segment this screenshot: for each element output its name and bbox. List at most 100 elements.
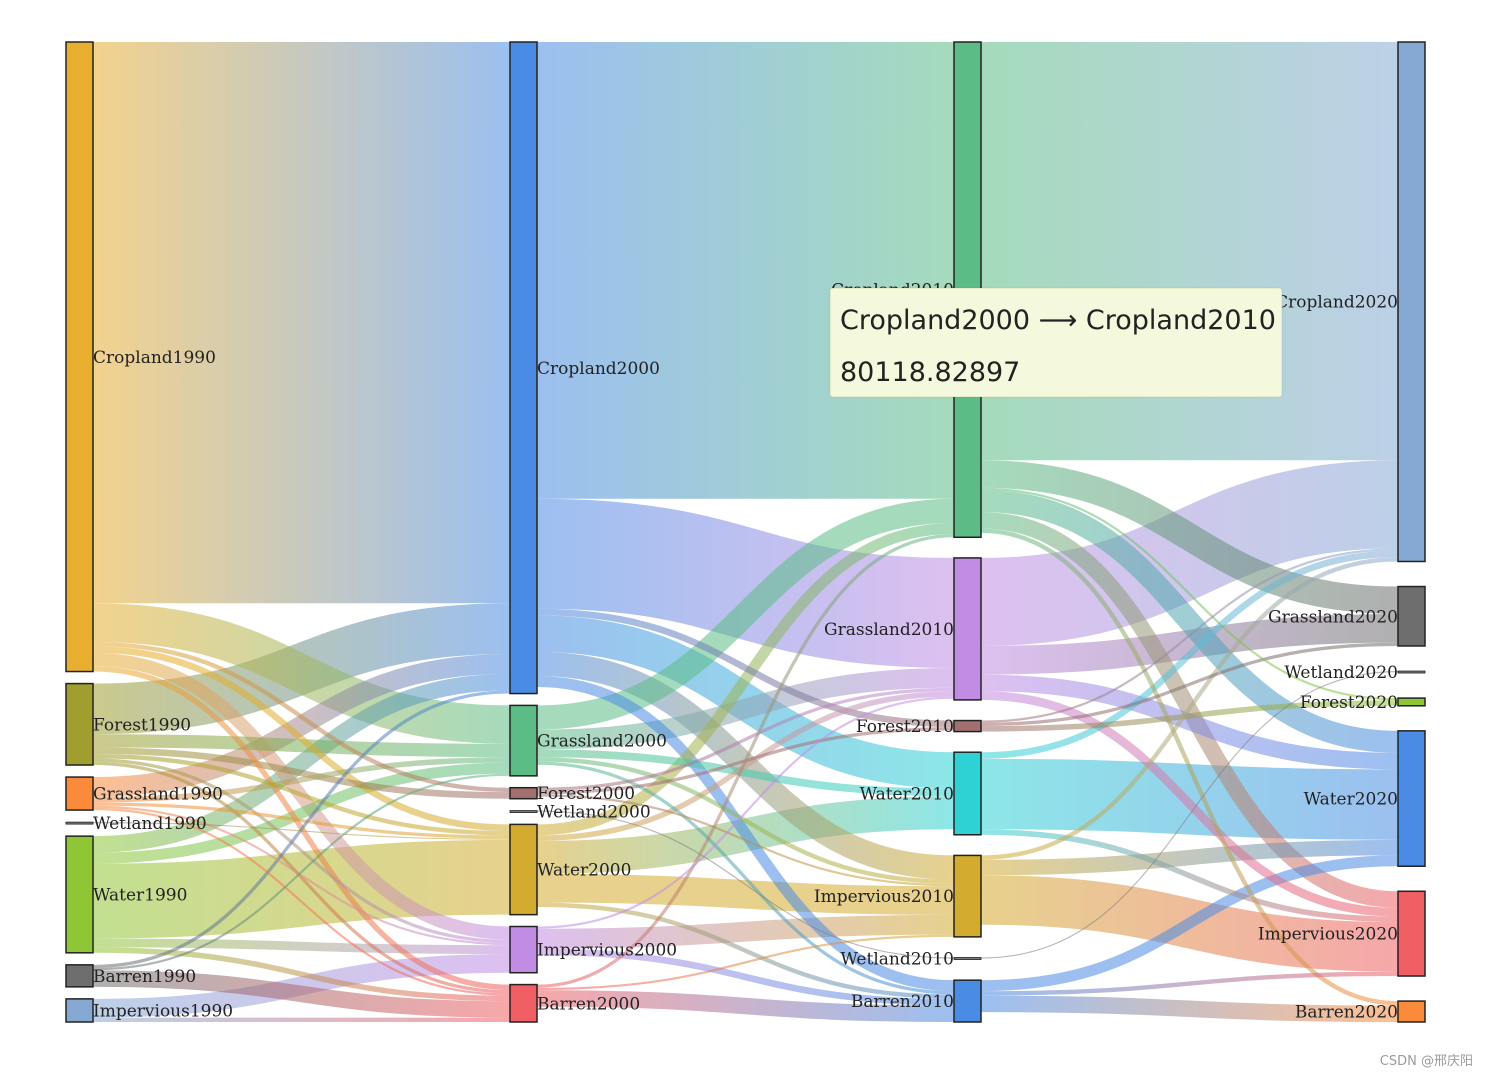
link-forest2000-to-impervious2010[interactable] — [536, 794, 955, 887]
node-forest2020[interactable] — [1397, 697, 1426, 707]
link-barren2010-to-water2020[interactable] — [980, 855, 1399, 992]
link-wetland2000-to-wetland2010[interactable] — [536, 810, 955, 959]
link-cropland2000-to-forest2010[interactable] — [536, 608, 955, 728]
node-label-water2020: Water2020 — [1304, 790, 1398, 810]
link-grassland2010-to-grassland2020[interactable] — [980, 614, 1399, 675]
link-grassland1990-to-barren2000[interactable] — [92, 807, 511, 996]
link-grassland1990-to-impervious2000[interactable] — [92, 805, 511, 946]
link-forest1990-to-impervious2000[interactable] — [92, 758, 511, 944]
link-water1990-to-water2000[interactable] — [92, 839, 511, 939]
link-water2000-to-impervious2010[interactable] — [536, 873, 955, 915]
link-impervious2010-to-cropland2020[interactable] — [980, 557, 1399, 860]
node-grassland2020[interactable] — [1397, 585, 1426, 647]
node-label-wetland2020: Wetland2020 — [1284, 663, 1398, 683]
link-cropland2000-to-barren2010[interactable] — [536, 675, 955, 992]
node-barren2010[interactable] — [953, 979, 982, 1023]
link-grassland1990-to-cropland2000[interactable] — [92, 653, 511, 797]
link-water2000-to-cropland2010[interactable] — [536, 522, 955, 836]
node-label-wetland2010: Wetland2010 — [840, 950, 954, 970]
link-grassland2000-to-grassland2010[interactable] — [536, 667, 955, 750]
node-label-water2000: Water2000 — [537, 861, 631, 881]
node-impervious2020[interactable] — [1397, 890, 1426, 977]
link-cropland1990-to-forest2000[interactable] — [92, 641, 511, 793]
link-water2000-to-grassland2010[interactable] — [536, 691, 955, 841]
node-water2020[interactable] — [1397, 730, 1426, 867]
node-wetland1990[interactable] — [65, 821, 94, 825]
node-cropland2020[interactable] — [1397, 41, 1426, 563]
link-barren1990-to-grassland2000[interactable] — [92, 773, 511, 971]
link-cropland1990-to-water2000[interactable] — [92, 646, 511, 832]
node-label-cropland2020: Cropland2020 — [1275, 293, 1398, 313]
node-impervious2010[interactable] — [953, 854, 982, 938]
link-forest1990-to-grassland2000[interactable] — [92, 734, 511, 758]
node-water2000[interactable] — [509, 823, 538, 916]
link-water2010-to-impervious2020[interactable] — [980, 829, 1399, 923]
node-cropland1990[interactable] — [65, 41, 94, 673]
node-label-water1990: Water1990 — [93, 885, 187, 905]
link-water1990-to-grassland2000[interactable] — [92, 762, 511, 864]
node-impervious1990[interactable] — [65, 998, 94, 1023]
link-barren1990-to-cropland2000[interactable] — [92, 690, 511, 969]
link-cropland2010-to-water2020[interactable] — [980, 489, 1399, 753]
node-grassland2000[interactable] — [509, 704, 538, 777]
link-impervious2000-to-barren2010[interactable] — [536, 948, 955, 1006]
link-impervious2010-to-water2020[interactable] — [980, 839, 1399, 876]
link-water1990-to-cropland2000[interactable] — [92, 673, 511, 853]
link-barren2010-to-impervious2020[interactable] — [980, 971, 1399, 996]
link-forest1990-to-forest2000[interactable] — [92, 747, 511, 799]
link-forest1990-to-water2000[interactable] — [92, 754, 511, 836]
node-grassland2010[interactable] — [953, 557, 982, 701]
link-barren2000-to-barren2010[interactable] — [536, 990, 955, 1023]
node-impervious2000[interactable] — [509, 925, 538, 974]
nodes-layer — [65, 41, 1426, 1023]
link-forest2010-to-cropland2020[interactable] — [980, 548, 1399, 723]
link-barren1990-to-barren2000[interactable] — [92, 970, 511, 1018]
node-label-barren2000: Barren2000 — [537, 994, 640, 1014]
link-water1990-to-impervious2000[interactable] — [92, 938, 511, 955]
link-impervious2000-to-grassland2010[interactable] — [536, 696, 955, 929]
node-forest1990[interactable] — [65, 682, 94, 766]
watermark: CSDN @邢庆阳 — [1379, 1054, 1473, 1069]
link-impervious2000-to-impervious2010[interactable] — [536, 914, 955, 949]
node-label-wetland1990: Wetland1990 — [93, 814, 207, 834]
link-water2010-to-cropland2020[interactable] — [980, 550, 1399, 759]
node-wetland2020[interactable] — [1397, 670, 1426, 674]
link-grassland1990-to-water2000[interactable] — [92, 802, 511, 839]
link-grassland2000-to-barren2010[interactable] — [536, 761, 955, 995]
node-label-grassland2010: Grassland2010 — [824, 620, 954, 640]
labels-layer: Cropland1990 Forest1990 Grassland1990 Wetla… — [93, 281, 1398, 1023]
link-barren2000-to-cropland2010[interactable] — [536, 533, 955, 988]
link-cropland2000-to-grassland2010[interactable] — [536, 498, 955, 668]
node-cropland2000[interactable] — [509, 41, 538, 695]
link-forest2000-to-grassland2010[interactable] — [536, 687, 955, 791]
link-cropland1990-to-grassland2000[interactable] — [92, 603, 511, 744]
node-water1990[interactable] — [65, 835, 94, 954]
node-barren2020[interactable] — [1397, 1000, 1426, 1023]
node-label-wetland2000: Wetland2000 — [537, 803, 651, 823]
node-barren2000[interactable] — [509, 983, 538, 1023]
node-grassland1990[interactable] — [65, 776, 94, 811]
link-grassland2000-to-impervious2010[interactable] — [536, 757, 955, 885]
link-forest1990-to-barren2000[interactable] — [92, 761, 511, 994]
link-water2000-to-barren2010[interactable] — [536, 902, 955, 999]
link-forest2010-to-grassland2020[interactable] — [980, 642, 1399, 727]
link-forest2010-to-forest2020[interactable] — [980, 700, 1399, 732]
link-barren2000-to-impervious2010[interactable] — [536, 934, 955, 991]
link-cropland2010-to-grassland2020[interactable] — [980, 460, 1399, 615]
hover-tooltip: Cropland2000 ⟶ Cropland2010 80118.82897 — [830, 288, 1282, 397]
link-barren2010-to-barren2020[interactable] — [980, 995, 1399, 1023]
link-grassland2000-to-cropland2010[interactable] — [536, 498, 955, 730]
link-wetland2010-to-wetland2020[interactable] — [980, 671, 1399, 959]
node-forest2010[interactable] — [953, 719, 982, 733]
link-wetland1990-to-water2000[interactable] — [92, 822, 511, 840]
node-wetland2010[interactable] — [953, 957, 982, 960]
node-water2010[interactable] — [953, 751, 982, 836]
link-grassland2010-to-water2020[interactable] — [980, 674, 1399, 770]
node-wetland2000[interactable] — [509, 810, 538, 813]
link-grassland2010-to-impervious2020[interactable] — [980, 691, 1399, 917]
link-grassland1990-to-grassland2000[interactable] — [92, 757, 511, 803]
node-barren1990[interactable] — [65, 964, 94, 988]
link-grassland2000-to-water2010[interactable] — [536, 749, 955, 797]
node-forest2000[interactable] — [509, 786, 538, 800]
